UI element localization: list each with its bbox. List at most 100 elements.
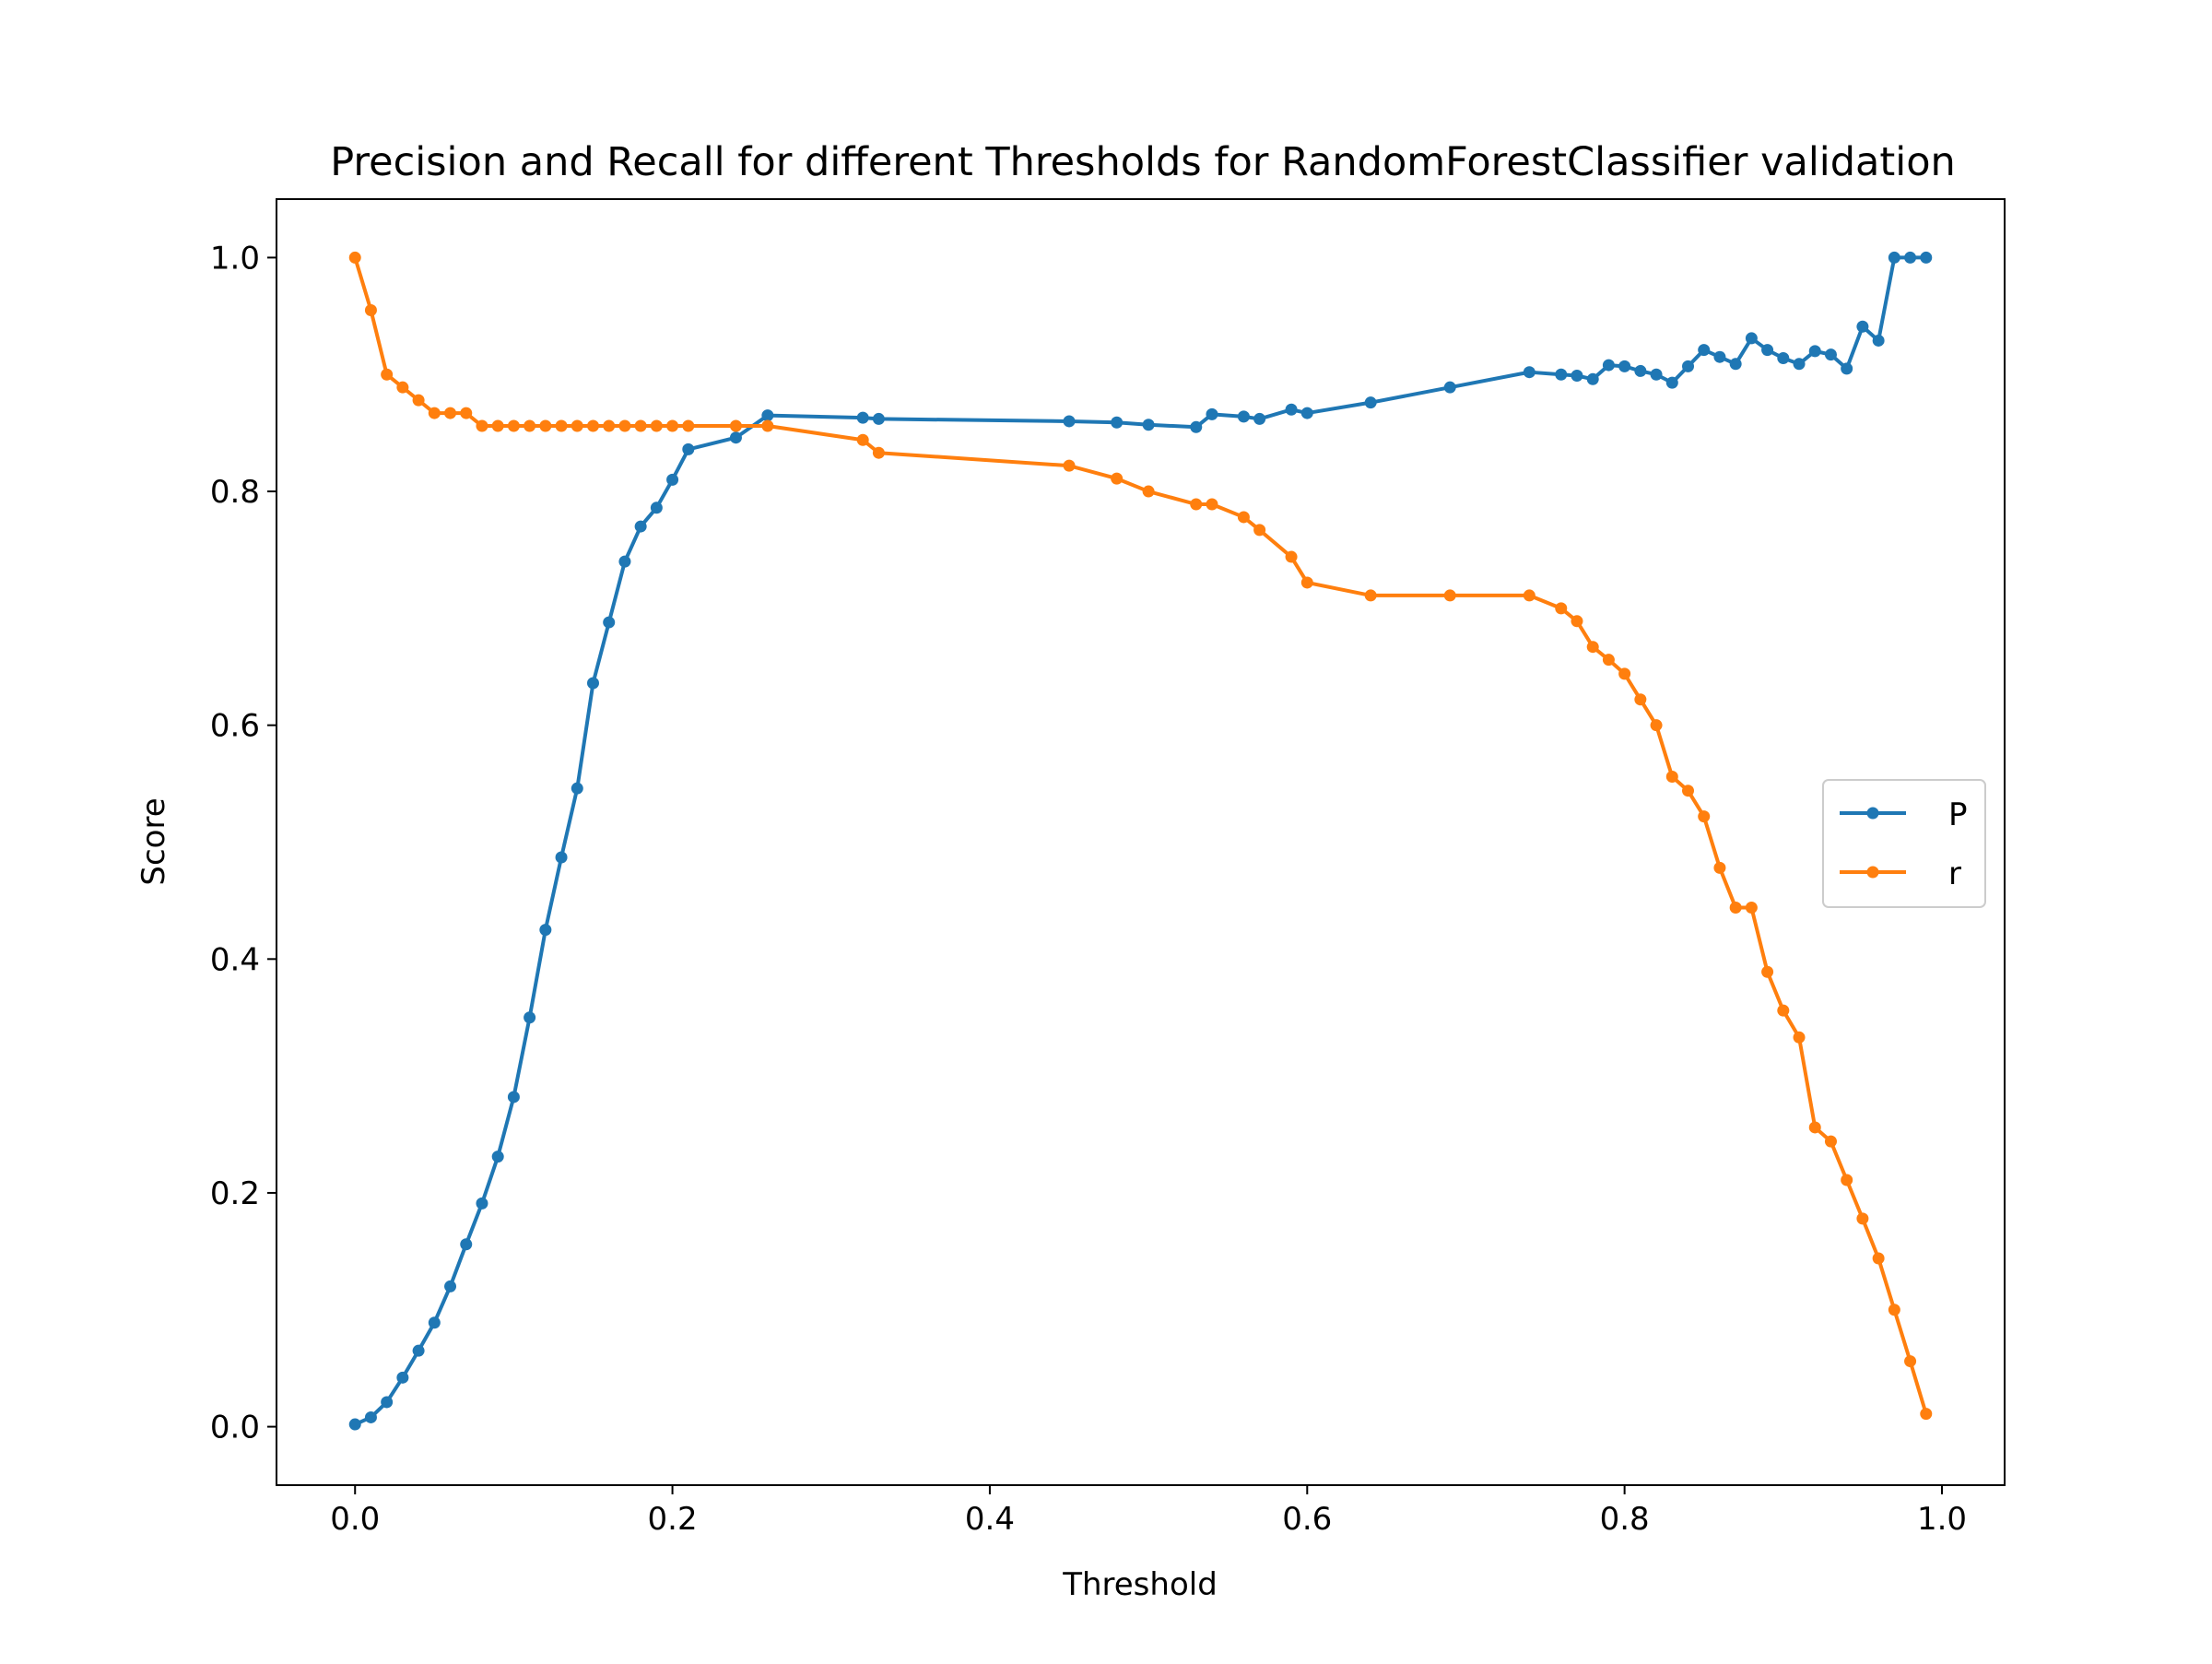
- y-tick-label: 1.0: [210, 240, 260, 277]
- data-point-r: [507, 419, 520, 432]
- legend-marker-p: [1866, 807, 1879, 820]
- data-point-p: [1698, 344, 1711, 357]
- data-point-p: [571, 782, 583, 795]
- data-point-r: [1111, 472, 1124, 485]
- data-point-r: [634, 419, 647, 432]
- data-point-p: [682, 443, 695, 455]
- data-point-r: [444, 407, 457, 419]
- data-point-r: [761, 419, 774, 432]
- data-point-r: [1063, 459, 1076, 472]
- data-point-r: [1777, 1004, 1790, 1017]
- data-point-r: [872, 446, 885, 459]
- data-point-r: [396, 381, 409, 394]
- data-point-r: [856, 433, 869, 446]
- data-point-p: [381, 1396, 394, 1409]
- data-point-p: [1285, 403, 1298, 416]
- data-point-p: [666, 473, 679, 486]
- data-point-p: [1602, 359, 1615, 372]
- data-point-p: [586, 677, 599, 690]
- y-axis-ticks: 0.0 0.2 0.4 0.6 0.8 1.0: [210, 240, 276, 1446]
- data-point-p: [1872, 334, 1885, 347]
- data-point-p: [1793, 358, 1806, 371]
- data-point-r: [1285, 550, 1298, 563]
- data-point-r: [364, 303, 377, 316]
- data-point-r: [1523, 589, 1535, 602]
- data-point-p: [460, 1238, 473, 1251]
- data-point-r: [1745, 902, 1758, 915]
- data-point-r: [1300, 576, 1313, 589]
- data-point-p: [1364, 396, 1377, 409]
- data-point-r: [1904, 1355, 1917, 1368]
- data-point-r: [412, 394, 425, 407]
- data-point-r: [524, 419, 536, 432]
- y-tick-label: 0.0: [210, 1410, 260, 1446]
- y-tick-label: 0.4: [210, 941, 260, 978]
- x-tick-label: 0.2: [648, 1501, 698, 1538]
- data-point-r: [460, 407, 473, 419]
- data-point-p: [1665, 376, 1678, 389]
- data-point-p: [364, 1410, 377, 1423]
- data-point-r: [1856, 1212, 1869, 1225]
- legend-marker-r: [1866, 866, 1879, 879]
- data-point-p: [1443, 381, 1456, 394]
- data-point-r: [571, 419, 583, 432]
- data-point-r: [618, 419, 631, 432]
- data-point-r: [1206, 498, 1218, 511]
- data-point-r: [650, 419, 663, 432]
- x-tick-label: 0.6: [1282, 1501, 1332, 1538]
- data-point-p: [1523, 366, 1535, 379]
- data-point-r: [1650, 719, 1663, 732]
- data-point-p: [539, 924, 552, 937]
- data-point-r: [1555, 602, 1568, 615]
- data-point-r: [1824, 1135, 1837, 1148]
- data-point-r: [1364, 589, 1377, 602]
- data-point-p: [555, 851, 568, 864]
- data-point-p: [1586, 372, 1599, 385]
- data-point-p: [524, 1011, 536, 1024]
- data-point-p: [1745, 332, 1758, 345]
- data-point-p: [476, 1197, 488, 1210]
- data-point-p: [729, 431, 742, 444]
- data-point-p: [1618, 360, 1631, 372]
- y-tick-label: 0.6: [210, 708, 260, 745]
- data-point-p: [1904, 251, 1917, 264]
- data-point-r: [1761, 965, 1774, 978]
- data-point-p: [1300, 407, 1313, 419]
- legend-label-p: P: [1948, 797, 1968, 833]
- data-point-r: [428, 407, 441, 419]
- data-point-r: [1618, 667, 1631, 680]
- data-point-r: [603, 419, 616, 432]
- data-point-r: [1634, 693, 1647, 706]
- data-point-r: [1793, 1031, 1806, 1044]
- data-point-p: [1253, 412, 1266, 425]
- data-point-p: [1761, 344, 1774, 357]
- data-point-p: [1808, 345, 1821, 358]
- data-point-p: [1682, 360, 1695, 372]
- series-r: [348, 251, 1933, 1421]
- data-point-p: [1111, 416, 1124, 429]
- data-point-r: [491, 419, 504, 432]
- data-point-p: [1634, 364, 1647, 377]
- data-point-p: [1888, 251, 1900, 264]
- x-tick-label: 1.0: [1917, 1501, 1967, 1538]
- data-point-p: [761, 409, 774, 422]
- data-point-p: [1555, 368, 1568, 381]
- x-axis-ticks: 0.0 0.2 0.4 0.6 0.8 1.0: [330, 1485, 1967, 1538]
- data-point-r: [1253, 524, 1266, 537]
- data-point-r: [1841, 1174, 1853, 1186]
- data-point-r: [1682, 785, 1695, 797]
- y-tick-label: 0.8: [210, 474, 260, 511]
- data-point-r: [476, 419, 488, 432]
- axes-frame: [276, 198, 2006, 1486]
- data-point-r: [381, 368, 394, 381]
- data-point-r: [539, 419, 552, 432]
- data-point-r: [1920, 1408, 1933, 1421]
- data-point-p: [1920, 251, 1933, 264]
- data-point-p: [412, 1344, 425, 1357]
- legend-label-r: r: [1948, 856, 1961, 892]
- data-point-p: [603, 616, 616, 629]
- plot-area: [276, 198, 2006, 1486]
- data-point-r: [1888, 1304, 1900, 1316]
- data-point-p: [634, 520, 647, 533]
